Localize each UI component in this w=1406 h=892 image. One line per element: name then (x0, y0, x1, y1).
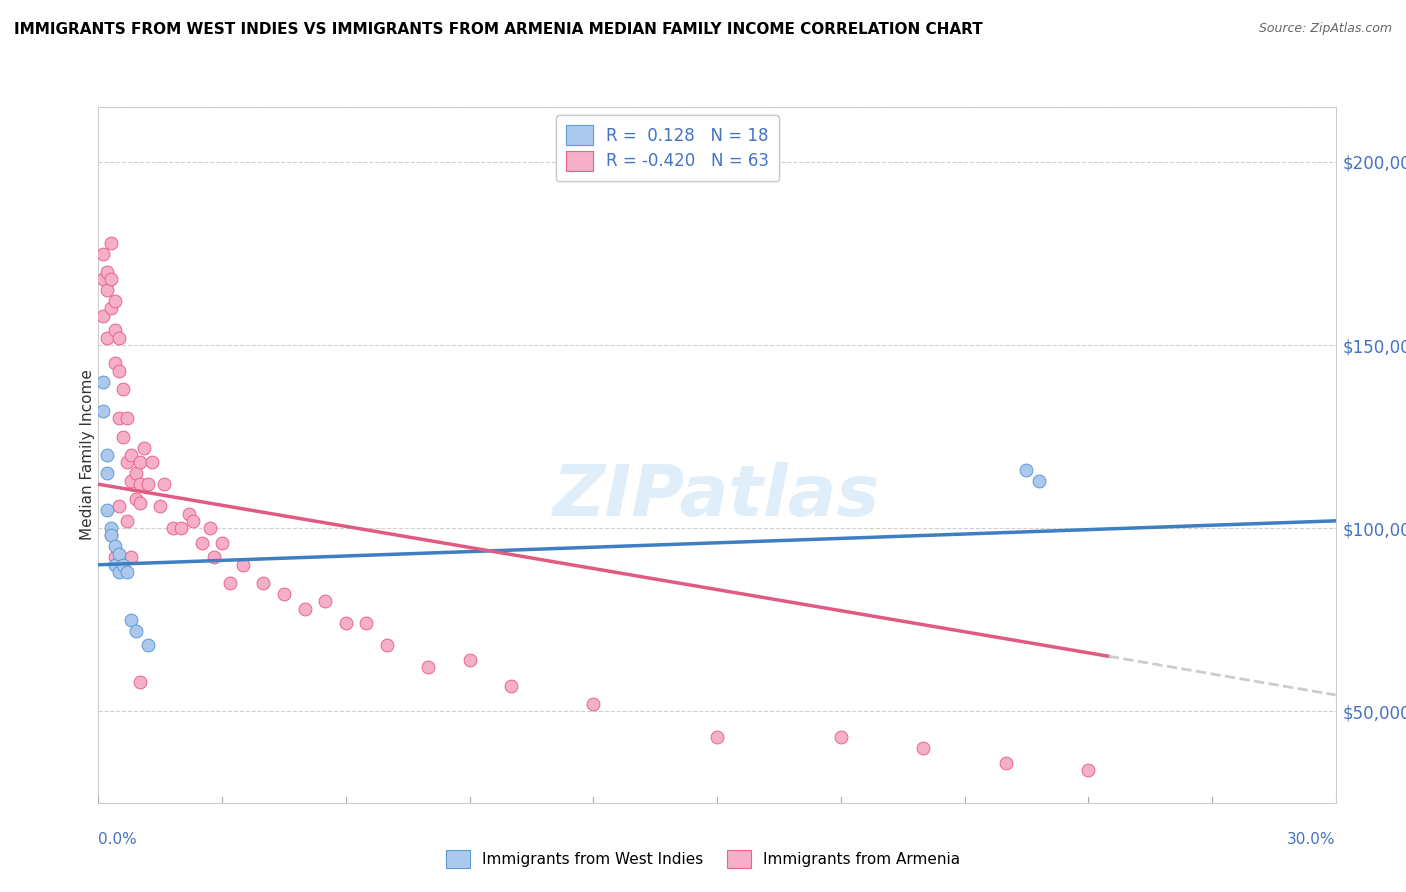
Point (124, 467, 146, 481)
Point (100, 528, 122, 542)
Point (128, 477, 150, 491)
Point (181, 514, 204, 528)
Point (96, 448, 118, 462)
Point (117, 514, 139, 528)
Text: IMMIGRANTS FROM WEST INDIES VS IMMIGRANTS FROM ARMENIA MEDIAN FAMILY INCOME CORR: IMMIGRANTS FROM WEST INDIES VS IMMIGRANT… (14, 22, 983, 37)
Point (108, 547, 131, 561)
Point (211, 536, 233, 550)
Legend: R =  0.128   N = 18, R = -0.420   N = 63: R = 0.128 N = 18, R = -0.420 N = 63 (555, 115, 779, 180)
Point (499, 679, 522, 693)
Point (120, 448, 142, 462)
Point (104, 294, 127, 309)
Point (124, 491, 146, 506)
Point (335, 616, 357, 631)
Point (100, 528, 122, 542)
Point (314, 594, 336, 608)
Point (128, 495, 150, 509)
Point (294, 601, 316, 615)
Point (120, 613, 142, 627)
Text: Source: ZipAtlas.com: Source: ZipAtlas.com (1258, 22, 1392, 36)
Point (232, 558, 254, 572)
Text: ZIPatlas: ZIPatlas (554, 462, 880, 531)
Point (104, 550, 127, 565)
Point (136, 638, 159, 652)
Text: 30.0%: 30.0% (1288, 832, 1336, 847)
Text: 0.0%: 0.0% (98, 832, 138, 847)
Point (136, 477, 159, 491)
Point (117, 411, 139, 425)
Point (108, 364, 131, 378)
Point (104, 540, 127, 554)
Point (141, 455, 163, 469)
Point (706, 730, 728, 744)
Point (198, 521, 221, 535)
Point (190, 536, 212, 550)
Point (132, 441, 155, 455)
Point (96, 265, 118, 279)
Point (112, 382, 135, 396)
Point (124, 624, 146, 638)
Point (179, 507, 201, 521)
Point (100, 272, 122, 286)
Point (117, 455, 139, 469)
Point (91, 246, 114, 260)
Point (582, 697, 605, 711)
Legend: Immigrants from West Indies, Immigrants from Armenia: Immigrants from West Indies, Immigrants … (439, 843, 967, 875)
Point (202, 550, 225, 565)
Point (104, 356, 127, 370)
Point (375, 638, 398, 652)
Point (108, 411, 131, 425)
Point (96, 331, 118, 345)
Point (128, 675, 150, 690)
Point (120, 550, 142, 565)
Point (356, 616, 378, 631)
Point (994, 756, 1017, 770)
Point (830, 730, 852, 744)
Point (219, 576, 242, 591)
Point (91, 309, 114, 323)
Point (153, 477, 176, 491)
Point (96, 503, 118, 517)
Point (273, 587, 295, 601)
Point (108, 331, 131, 345)
Point (149, 499, 172, 513)
Point (170, 521, 193, 535)
Point (104, 323, 127, 337)
Point (120, 474, 142, 488)
Y-axis label: Median Family Income: Median Family Income (80, 369, 94, 541)
Point (108, 565, 131, 579)
Point (91, 272, 114, 286)
Point (458, 653, 481, 667)
Point (104, 558, 127, 572)
Point (252, 576, 274, 591)
Point (91, 404, 114, 418)
Point (1015, 462, 1038, 476)
Point (100, 235, 122, 250)
Point (912, 740, 935, 755)
Point (162, 521, 184, 535)
Point (100, 301, 122, 316)
Point (112, 558, 135, 572)
Point (1077, 763, 1099, 777)
Point (128, 455, 150, 469)
Point (100, 521, 122, 535)
Point (1028, 474, 1050, 488)
Point (91, 375, 114, 389)
Point (117, 565, 139, 579)
Point (418, 660, 440, 674)
Point (112, 429, 135, 443)
Point (96, 467, 118, 481)
Point (96, 283, 118, 297)
Point (108, 499, 131, 513)
